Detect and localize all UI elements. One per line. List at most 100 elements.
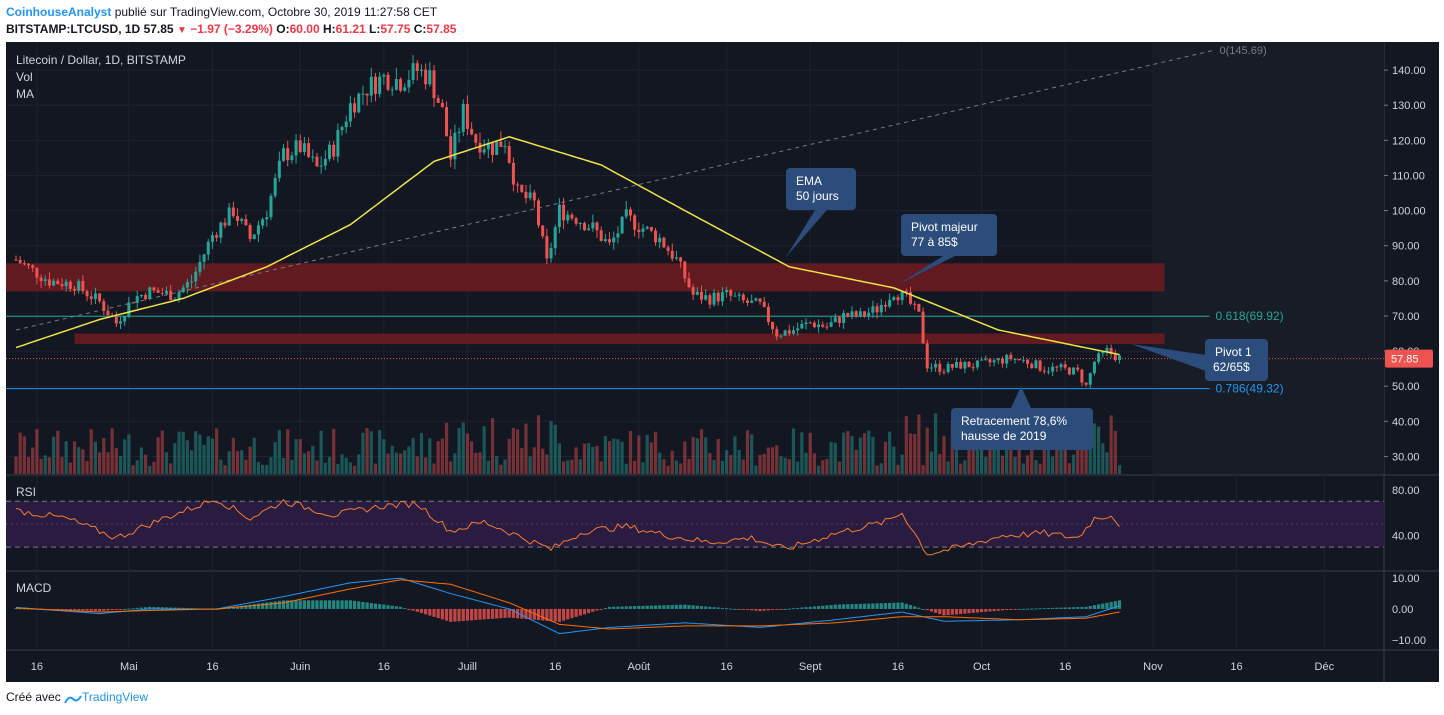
rsi-pane-label[interactable]: RSI (16, 485, 36, 499)
candle-body (633, 215, 637, 230)
volume-bar (60, 457, 64, 474)
candle-body (223, 222, 227, 226)
macd-histogram-bar (574, 608, 578, 617)
macd-histogram-bar (591, 608, 595, 612)
macd-histogram-bar (599, 608, 603, 610)
legend-ma[interactable]: MA (16, 87, 34, 101)
candle-body (771, 322, 775, 330)
volume-bar (210, 438, 215, 474)
ema-callout-line1: EMA (796, 174, 822, 188)
macd-histogram-bar (658, 605, 662, 609)
macd-histogram-bar (804, 607, 808, 609)
macd-histogram-bar (440, 608, 444, 620)
macd-histogram-bar (942, 608, 946, 616)
legend-vol[interactable]: Vol (16, 70, 33, 84)
volume-bar (444, 422, 449, 474)
chart-canvas[interactable]: 0(145.69) 0.618(69.92) 0.786(49.32) 140.00… (6, 42, 1439, 682)
macd-histogram-bar (89, 608, 93, 611)
candle-body (81, 281, 85, 292)
macd-histogram-bar (712, 607, 716, 609)
volume-bar (102, 437, 106, 474)
candle-body (173, 299, 177, 301)
candle-body (1072, 367, 1076, 375)
volume-bar (683, 441, 687, 474)
volume-bar (39, 458, 43, 474)
macd-histogram-bar (971, 608, 975, 613)
volume-bar (499, 464, 503, 474)
candle-body (353, 103, 357, 113)
macd-histogram-bar (235, 606, 240, 609)
volume-bar (745, 430, 750, 474)
volume-bar (908, 433, 913, 474)
candle-body (959, 362, 963, 369)
volume-bar (173, 443, 177, 474)
candle-body (419, 69, 423, 71)
candle-body (1097, 353, 1101, 362)
macd-histogram-bar (729, 608, 733, 610)
macd-histogram-bar (286, 600, 290, 609)
pivot1-callout-line2: 62/65$ (1213, 360, 1250, 374)
volume-bar (1009, 434, 1013, 474)
candle-body (904, 290, 908, 293)
macd-histogram-bar (106, 608, 110, 611)
candle-body (227, 207, 231, 226)
volume-bar (22, 436, 26, 474)
symbol-ohlc-line: BITSTAMP:LTCUSD, 1D 57.85 ▼ −1.97 (−3.29… (6, 22, 456, 36)
candle-body (988, 359, 992, 363)
volume-bar (302, 453, 307, 474)
candle-body (695, 291, 699, 295)
volume-bar (457, 428, 461, 474)
volume-bar (127, 434, 131, 474)
candle-body (219, 222, 223, 238)
candle-body (507, 146, 511, 163)
time-tick-label: 16 (206, 661, 218, 673)
volume-bar (1021, 463, 1025, 474)
macd-histogram-bar (332, 600, 336, 609)
volume-bar (269, 457, 273, 474)
published-text: publié sur TradingView.com, Octobre 30, … (114, 5, 438, 19)
tradingview-brand[interactable]: TradingView (82, 690, 149, 704)
volume-bar (369, 431, 373, 474)
candle-body (829, 322, 833, 327)
candle-body (202, 254, 206, 262)
macd-tick-label: 0.00 (1392, 604, 1413, 616)
macd-pane-label[interactable]: MACD (16, 581, 52, 595)
volume-bar (996, 436, 1000, 474)
macd-histogram-bar (436, 608, 440, 619)
candle-body (1101, 351, 1105, 354)
macd-histogram-bar (457, 608, 461, 622)
volume-bar (979, 433, 984, 474)
macd-histogram-bar (298, 600, 302, 609)
volume-bar (240, 450, 244, 474)
pivot-zone (74, 333, 1165, 345)
macd-histogram-bar (595, 608, 599, 611)
volume-bar (879, 463, 883, 474)
legend-title[interactable]: Litecoin / Dollar, 1D, BITSTAMP (16, 53, 186, 67)
macd-histogram-bar (164, 607, 169, 609)
candle-body (888, 299, 892, 307)
volume-bar (1017, 434, 1021, 474)
candle-body (662, 237, 666, 248)
macd-histogram-bar (691, 605, 695, 609)
macd-histogram-bar (699, 606, 704, 609)
macd-histogram-bar (775, 608, 779, 610)
chart-container[interactable]: 0(145.69) 0.618(69.92) 0.786(49.32) 140.00… (6, 42, 1439, 682)
publisher-name[interactable]: CoinhouseAnalyst (6, 5, 112, 19)
volume-bar (875, 465, 879, 474)
volume-bar (415, 456, 419, 474)
volume-bar (779, 456, 783, 474)
candle-body (729, 290, 733, 296)
macd-histogram-bar (114, 608, 118, 610)
volume-bar (185, 440, 189, 474)
macd-histogram-bar (628, 606, 633, 609)
candle-body (628, 209, 632, 216)
volume-bar (921, 465, 925, 474)
volume-bar (520, 448, 524, 474)
candle-body (1046, 371, 1050, 373)
volume-bar (68, 462, 72, 474)
volume-bar (904, 416, 908, 474)
macd-histogram-bar (913, 606, 917, 609)
candle-body (808, 322, 812, 324)
candle-body (867, 312, 871, 317)
candle-body (842, 313, 846, 323)
